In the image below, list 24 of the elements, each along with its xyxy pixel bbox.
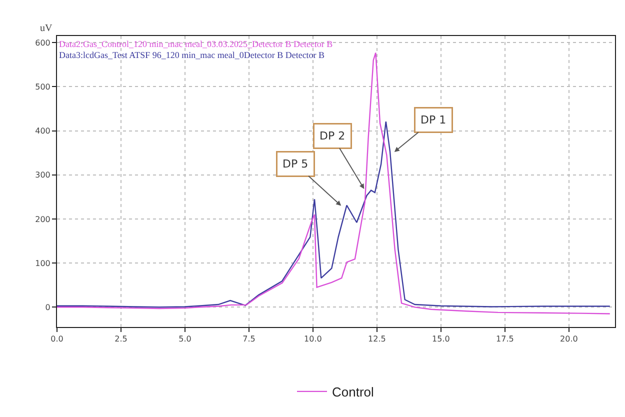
- y-tick-label: 600: [35, 38, 50, 48]
- annotation: Data2:Gas_Control_120 min_mac meal_03.03.2025_Detector B Detector B: [59, 39, 333, 49]
- y-tick-label: 100: [35, 258, 50, 268]
- y-tick-label: 300: [35, 170, 50, 180]
- y-tick-label: 400: [35, 126, 50, 136]
- line-series: [57, 52, 610, 314]
- x-tick-label: 5.0: [178, 334, 192, 344]
- annotation: DP 1: [420, 114, 446, 126]
- annotation: Data3:lcdGas_Test ATSF 96_120 min_mac meal_0Detector B Detector B: [59, 50, 325, 60]
- y-axis-title: uV: [40, 23, 53, 34]
- legend-label: Control: [332, 384, 374, 400]
- annotation: DP 5: [282, 158, 308, 170]
- x-tick-label: 17.5: [496, 334, 514, 344]
- y-tick-label: 200: [35, 214, 50, 224]
- x-tick-label: 7.5: [242, 334, 256, 344]
- x-tick-label: 12.5: [368, 334, 386, 344]
- y-tick-label: 0: [45, 302, 50, 312]
- y-tick-label: 500: [35, 82, 50, 92]
- x-tick-label: 20.0: [560, 334, 578, 344]
- x-tick-label: 10.0: [304, 334, 322, 344]
- x-tick-label: 15.0: [432, 334, 450, 344]
- x-tick-label: 0.0: [50, 334, 64, 344]
- x-tick-label: 2.5: [114, 334, 128, 344]
- annotation: DP 2: [320, 130, 346, 142]
